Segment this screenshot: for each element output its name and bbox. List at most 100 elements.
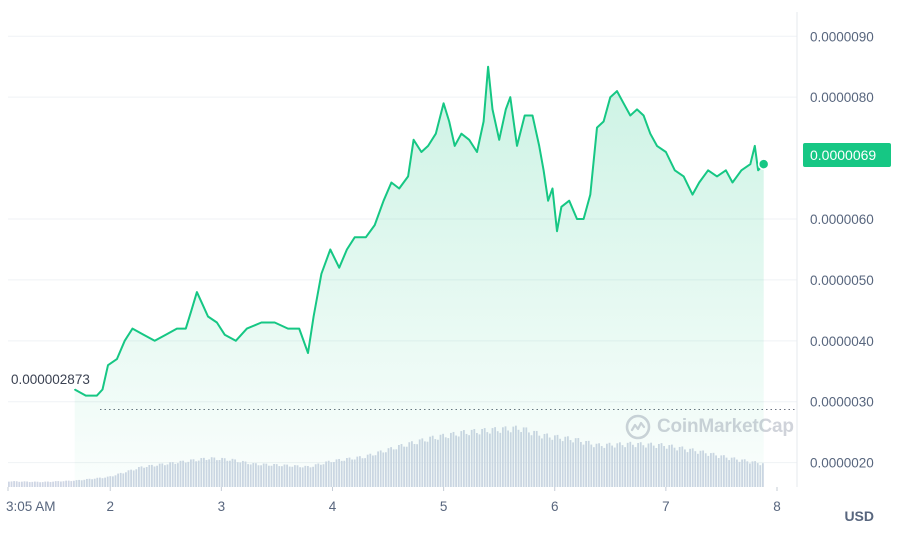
x-axis: 3:05 AM 2 3 4 5 6 7 8 — [6, 487, 781, 514]
watermark-text: CoinMarketCap — [657, 416, 794, 437]
price-point — [556, 230, 558, 232]
price-point — [491, 108, 494, 110]
volume-bar — [44, 481, 47, 487]
volume-bar — [23, 481, 26, 487]
volume-bar — [36, 481, 39, 487]
price-point — [354, 236, 356, 238]
price-point — [543, 169, 545, 171]
price-point — [383, 200, 385, 202]
price-point — [448, 120, 450, 123]
volume-bar — [65, 480, 67, 487]
price-point — [656, 145, 658, 147]
price-point — [483, 120, 485, 123]
y-tick-label: 0.0000090 — [810, 29, 874, 44]
price-point — [749, 163, 751, 165]
price-point — [101, 388, 104, 391]
price-point — [246, 328, 248, 330]
x-tick-label: 2 — [106, 499, 114, 514]
price-point — [329, 248, 331, 251]
price-point — [390, 181, 392, 184]
volume-bar — [31, 481, 34, 487]
price-point — [74, 388, 76, 391]
price-point — [460, 133, 462, 135]
price-point — [307, 352, 309, 354]
price-point — [609, 96, 611, 98]
price-point — [407, 175, 409, 177]
volume-bar — [26, 481, 28, 487]
price-point — [201, 303, 204, 305]
volume-bar — [41, 482, 44, 487]
price-point — [505, 108, 507, 110]
price-point — [374, 224, 376, 226]
price-point — [287, 328, 289, 330]
volume-bar — [21, 481, 23, 487]
price-point — [116, 358, 118, 360]
price-point — [216, 321, 218, 324]
price-point — [235, 340, 237, 342]
volume-bar — [54, 481, 57, 487]
price-point — [260, 321, 262, 324]
price-point — [531, 114, 534, 117]
price-point — [96, 395, 98, 397]
price-point — [576, 218, 578, 220]
price-point — [142, 334, 145, 336]
y-tick-label: 0.0000060 — [810, 212, 874, 227]
y-tick-label: 0.0000080 — [810, 90, 874, 105]
current-price-badge: 0.0000069 — [803, 143, 891, 167]
current-price-dot[interactable] — [757, 158, 770, 170]
price-point — [107, 364, 109, 366]
price-point — [629, 114, 631, 117]
price-point — [454, 145, 456, 147]
price-point — [190, 309, 192, 311]
price-point — [636, 108, 638, 110]
price-point — [683, 175, 685, 177]
y-tick-label: 0.0000020 — [810, 456, 874, 471]
price-point — [207, 315, 209, 318]
price-point — [85, 395, 87, 397]
price-area-fill — [74, 66, 764, 487]
x-tick-label: 6 — [551, 499, 559, 514]
coinmarketcap-logo-icon — [625, 414, 651, 440]
x-tick-label: 3:05 AM — [6, 499, 56, 514]
price-point — [398, 187, 400, 190]
y-tick-label: 0.0000040 — [810, 334, 874, 349]
price-point — [716, 175, 718, 177]
price-point — [320, 273, 322, 275]
price-point — [674, 169, 676, 171]
start-price-label: 0.000002873 — [8, 372, 93, 387]
price-line — [74, 65, 770, 397]
price-point — [538, 145, 540, 147]
volume-bar — [18, 481, 21, 487]
y-tick-label: 0.0000050 — [810, 273, 874, 288]
price-point — [725, 169, 727, 171]
volume-bar — [34, 481, 36, 487]
volume-bar — [47, 481, 49, 487]
price-point — [583, 218, 585, 220]
price-point — [468, 139, 470, 141]
volume-bar — [39, 482, 41, 487]
price-point — [731, 181, 734, 184]
price-area — [74, 66, 764, 487]
y-tick-label: 0.0000030 — [810, 395, 874, 410]
price-point — [509, 96, 511, 98]
price-point — [346, 248, 348, 251]
volume-bar — [52, 481, 54, 487]
price-point — [338, 267, 340, 269]
price-point — [623, 102, 625, 104]
price-point — [547, 200, 549, 202]
price-point — [498, 139, 500, 141]
volume-bar — [15, 481, 18, 487]
volume-bar — [73, 480, 75, 487]
price-point — [165, 334, 167, 336]
volume-bar — [10, 481, 13, 487]
price-point — [196, 291, 198, 293]
price-point — [589, 194, 591, 196]
price-point — [131, 328, 134, 330]
price-point — [154, 340, 156, 342]
price-point — [185, 328, 187, 330]
price-point — [413, 139, 415, 141]
price-point — [224, 334, 226, 336]
price-point — [603, 120, 605, 123]
